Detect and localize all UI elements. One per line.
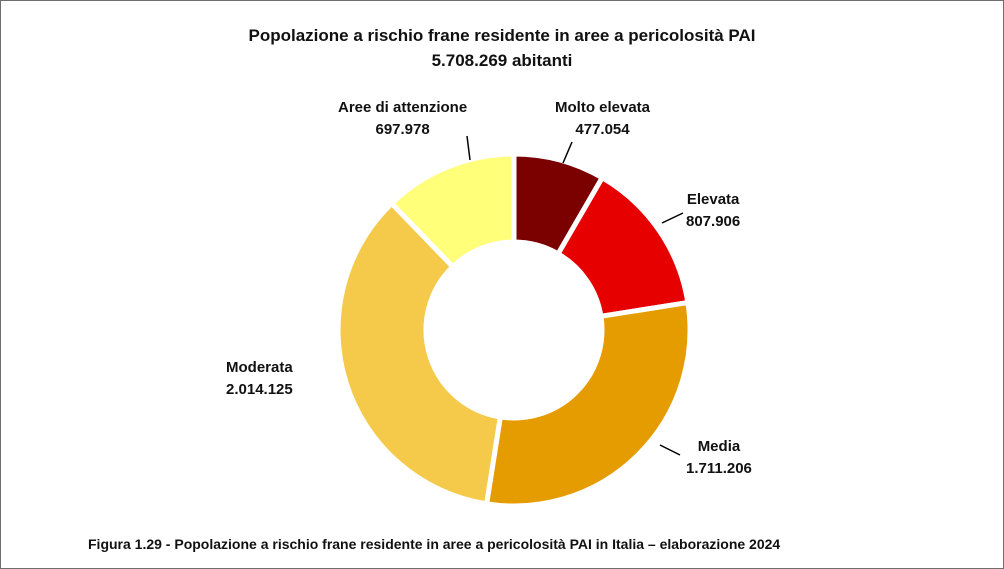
slice-name: Aree di attenzione	[338, 99, 468, 116]
slice-name: Elevata	[686, 191, 740, 208]
chart-title: Popolazione a rischio frane residente in…	[248, 26, 756, 45]
slice-value: 807.906	[686, 213, 741, 230]
leader-lines	[466, 135, 684, 456]
slice-label-moderata: Moderata 2.014.125	[226, 357, 293, 401]
slice-label-aree-di-attenzione: Aree di attenzione 697.978	[338, 97, 467, 141]
slice-label-media: Media 1.711.206	[686, 436, 752, 480]
slice-name: Media	[697, 438, 741, 455]
slice-name: Moderata	[226, 359, 293, 376]
slice-moderata	[335, 199, 504, 507]
leader-line	[661, 212, 684, 224]
slice-media	[483, 299, 693, 509]
figure-caption: Figura 1.29 - Popolazione a rischio fran…	[88, 536, 781, 552]
leader-line	[562, 141, 573, 164]
slice-value: 2.014.125	[226, 381, 293, 398]
slice-aree-di-attenzione	[388, 151, 517, 271]
slice-label-elevata: Elevata 807.906	[686, 189, 740, 233]
slice-value: 1.711.206	[686, 460, 752, 477]
slice-value: 477.054	[575, 121, 630, 138]
leader-line	[659, 444, 681, 456]
slice-value: 697.978	[375, 121, 430, 138]
donut-slices	[335, 151, 693, 509]
slice-name: Molto elevata	[555, 99, 651, 116]
slice-label-molto-elevata: Molto elevata 477.054	[555, 97, 650, 141]
chart-subtitle: 5.708.269 abitanti	[431, 51, 573, 70]
leader-line	[466, 135, 471, 161]
